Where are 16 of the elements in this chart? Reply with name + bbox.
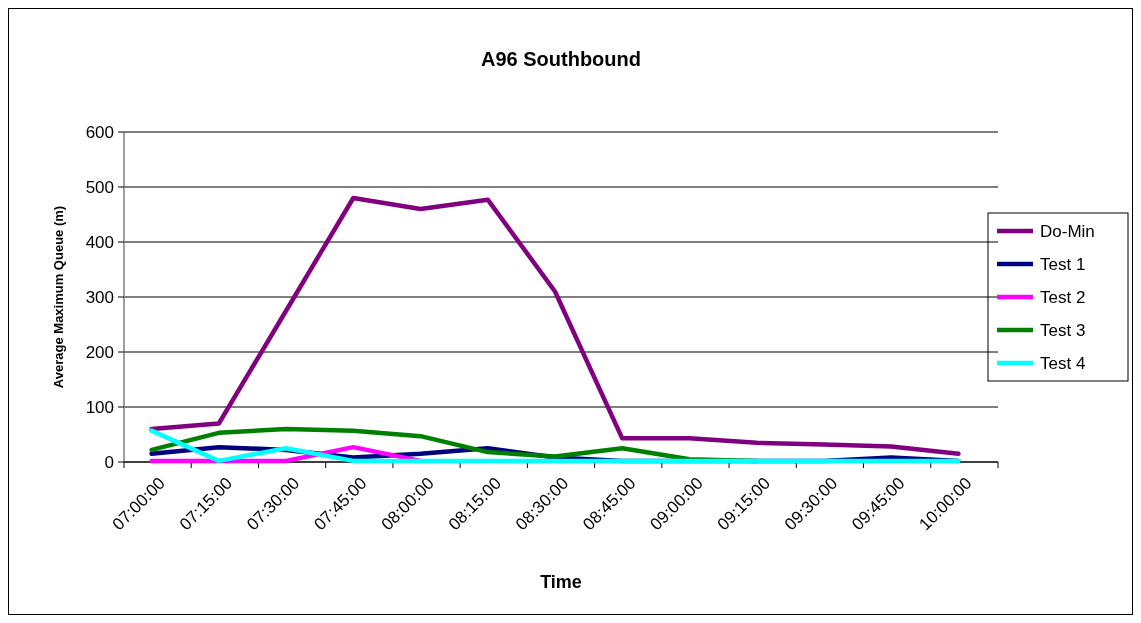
- y-tick-label: 200: [85, 342, 114, 362]
- line-series: [149, 195, 961, 456]
- x-axis-title: Time: [540, 572, 582, 592]
- y-tick-label: 500: [85, 177, 114, 197]
- legend-label: Test 2: [1040, 287, 1086, 307]
- y-tick-label: 100: [85, 397, 114, 417]
- y-tick-label: 0: [104, 452, 114, 472]
- y-tick-label: 600: [85, 122, 114, 142]
- chart-title: A96 Southbound: [481, 48, 641, 70]
- legend-label: Test 1: [1040, 254, 1086, 274]
- y-axis-title: Average Maximum Queue (m): [51, 205, 66, 389]
- y-tick-label: 400: [85, 232, 114, 252]
- y-tick-label: 300: [85, 287, 114, 307]
- legend-label: Test 4: [1040, 353, 1086, 373]
- legend-label: Do-Min: [1040, 221, 1095, 241]
- legend-label: Test 3: [1040, 320, 1086, 340]
